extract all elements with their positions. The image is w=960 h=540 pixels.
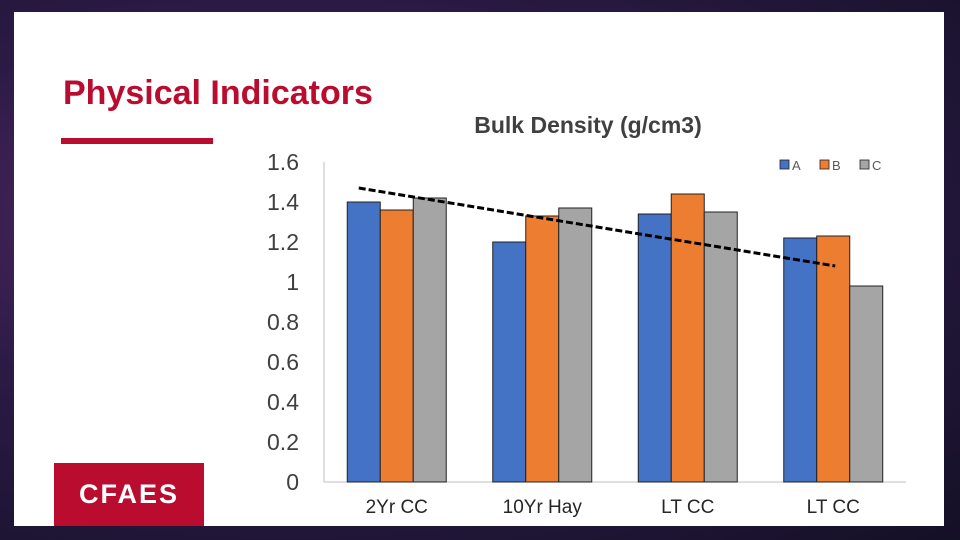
bar-B-2 — [525, 215, 560, 483]
y-tick-label: 0 — [286, 469, 299, 495]
bar-A-3 — [637, 213, 672, 483]
bar-B-4 — [816, 235, 851, 483]
legend-swatch-A — [779, 159, 790, 170]
legend-label-A: A — [792, 158, 801, 173]
chart-trendline — [358, 186, 836, 268]
x-tick-label: LT CC — [807, 497, 860, 518]
bar-C-4 — [849, 285, 884, 483]
bar-A-1 — [346, 201, 381, 483]
y-tick-label: 0.8 — [267, 309, 299, 335]
title-underline — [61, 138, 213, 144]
chart-title: Bulk Density (g/cm3) — [474, 112, 702, 138]
x-tick-label: 10Yr Hay — [503, 497, 583, 518]
bar-A-4 — [783, 237, 818, 483]
bar-C-2 — [558, 207, 593, 483]
bar-B-3 — [670, 193, 705, 483]
bar-C-1 — [412, 197, 447, 483]
legend-swatch-C — [859, 159, 870, 170]
chart-bars — [346, 193, 884, 483]
y-tick-label: 1.2 — [267, 229, 299, 255]
bar-B-1 — [379, 209, 414, 483]
y-tick-label: 1.4 — [267, 189, 299, 215]
y-tick-label: 0.2 — [267, 429, 299, 455]
y-tick-label: 0.4 — [267, 389, 299, 415]
y-tick-label: 0.6 — [267, 349, 299, 375]
legend-swatch-B — [819, 159, 830, 170]
y-tick-label: 1 — [286, 269, 299, 295]
legend-label-C: C — [872, 158, 881, 173]
bar-C-3 — [703, 211, 738, 483]
trendline — [358, 186, 836, 268]
x-tick-label: 2Yr CC — [366, 497, 428, 518]
page-title: Physical Indicators — [63, 74, 373, 112]
y-tick-label: 1.6 — [267, 149, 299, 175]
x-tick-label: LT CC — [661, 497, 714, 518]
chart-legend: A B C — [779, 158, 881, 173]
bar-A-2 — [492, 241, 527, 483]
cfaes-logo: CFAES — [54, 463, 204, 526]
legend-label-B: B — [832, 158, 841, 173]
